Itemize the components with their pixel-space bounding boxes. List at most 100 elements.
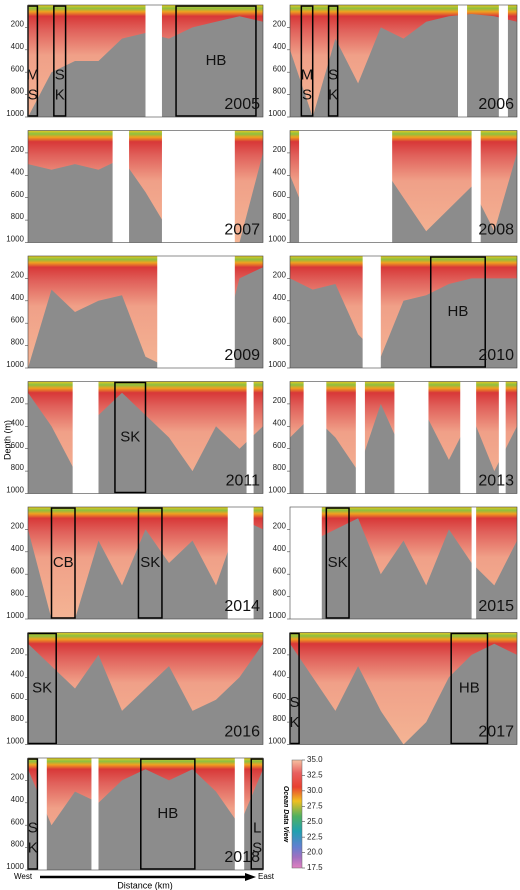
y-tick-label: 600 [273,64,287,73]
seafloor [28,152,263,243]
y-tick-label: 1000 [6,235,24,244]
panel-frame [289,255,518,369]
data-gap [234,758,245,870]
y-tick-label: 200 [11,271,25,280]
y-tick-label: 800 [273,463,287,472]
data-gap [394,381,429,494]
y-tick-label: 1000 [268,737,286,746]
year-label: 2017 [478,724,514,741]
y-tick-label: 800 [273,589,287,598]
panel-frame [289,506,518,620]
y-tick-label: 200 [273,145,287,154]
y-tick-label: 600 [273,441,287,450]
x-axis-label: Distance (km) [117,880,173,890]
y-tick-label: 600 [273,190,287,199]
year-label: 2014 [224,598,260,615]
y-tick-label: 200 [273,522,287,531]
y-tick-label: 600 [11,190,25,199]
colorbar-tick-label: 25.0 [307,817,323,826]
region-label: S [55,67,65,84]
y-tick-label: 1000 [268,486,286,495]
region-box [429,256,486,368]
y-tick-label: 1000 [6,109,24,118]
y-tick-label: 200 [11,647,25,656]
data-gap [227,507,254,619]
y-tick-label: 400 [11,418,25,427]
data-gap [460,381,477,494]
panel-frame [289,381,518,494]
panel-frame [27,506,264,620]
year-label: 2009 [224,347,260,364]
data-gap [37,758,47,870]
y-tick-label: 800 [273,212,287,221]
data-gap [112,130,130,243]
y-tick-label: 400 [273,669,287,678]
panel-frame [289,4,518,118]
y-tick-label: 400 [273,544,287,553]
data-gap [457,5,468,117]
region-label: HB [448,303,469,320]
data-gap [161,130,235,243]
region-box [140,758,196,870]
y-axis-label: Depth (m) [2,420,12,460]
year-label: 2011 [226,473,261,490]
data-gap [362,256,381,368]
y-tick-label: 600 [273,692,287,701]
seafloor [290,152,517,243]
y-tick-label: 400 [273,418,287,427]
colorbar-tick-label: 32.5 [307,771,323,780]
y-tick-label: 800 [11,463,25,472]
panel-frame [289,632,518,745]
y-tick-label: 400 [11,167,25,176]
year-label: 2008 [478,222,514,239]
region-label: SK [32,679,52,696]
region-label: S [302,87,312,104]
data-gap [498,381,506,494]
y-tick-label: 400 [11,42,25,51]
y-tick-label: 600 [273,566,287,575]
colorbar-tick-label: 35.0 [307,755,323,764]
panel-frame [27,4,264,118]
region-label: SK [328,554,348,571]
y-tick-label: 800 [11,589,25,598]
year-label: 2016 [224,724,260,741]
y-tick-label: 400 [273,167,287,176]
y-tick-label: 400 [11,544,25,553]
y-tick-label: 600 [11,692,25,701]
region-label: SK [120,428,140,445]
y-tick-label: 200 [11,522,25,531]
y-tick-label: 800 [11,338,25,347]
colorbar [291,759,303,869]
y-tick-label: 800 [11,714,25,723]
y-tick-label: 1000 [6,862,24,871]
colorbar-tick-label: 30.0 [307,786,323,795]
region-box [114,381,147,494]
east-label: East [258,872,275,881]
data-gap [246,381,254,494]
data-gap [299,130,393,243]
seafloor [28,769,263,870]
west-label: West [14,872,33,881]
data-gap [157,256,235,368]
y-tick-label: 400 [11,293,25,302]
y-tick-label: 1000 [268,235,286,244]
data-gap [290,507,322,619]
region-label: M [26,67,39,84]
y-tick-label: 1000 [6,486,24,495]
region-box [137,507,163,619]
panel-frame [27,255,264,369]
year-label: 2006 [478,96,514,113]
data-gap [498,5,508,117]
seafloor [28,267,263,368]
y-tick-label: 200 [11,20,25,29]
y-tick-label: 400 [11,669,25,678]
y-tick-label: 600 [11,566,25,575]
colorbar-tick-label: 27.5 [307,801,323,810]
region-label: S [252,840,262,857]
y-tick-label: 200 [273,20,287,29]
region-box [450,632,489,745]
data-gap [355,381,365,494]
y-tick-label: 400 [273,293,287,302]
seafloor [290,643,517,745]
